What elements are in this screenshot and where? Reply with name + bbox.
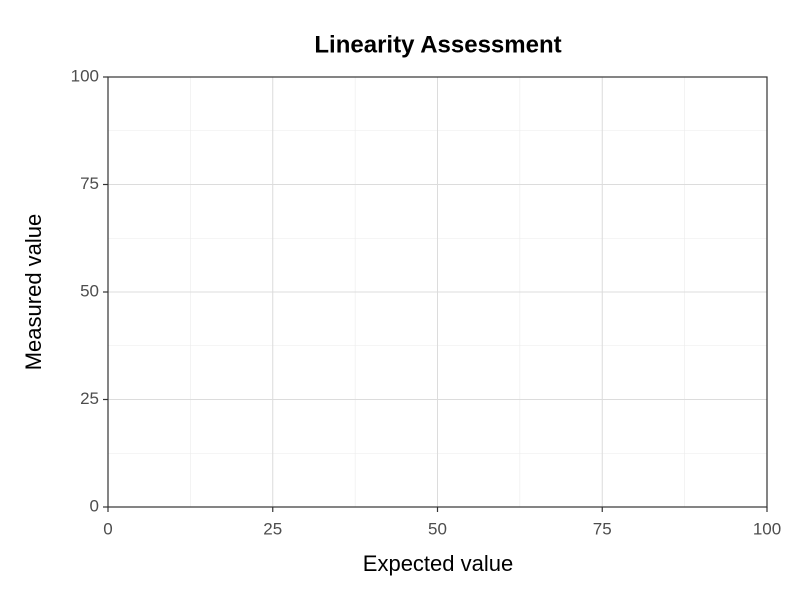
y-tick-label: 100 bbox=[71, 66, 99, 85]
x-tick-label: 0 bbox=[103, 519, 112, 538]
x-tick-label: 25 bbox=[263, 519, 282, 538]
x-tick-label: 75 bbox=[593, 519, 612, 538]
x-axis-title: Expected value bbox=[363, 551, 513, 576]
chart-title: Linearity Assessment bbox=[314, 31, 561, 58]
y-tick-label: 75 bbox=[80, 174, 99, 193]
y-tick-label: 50 bbox=[80, 281, 99, 300]
x-tick-label: 50 bbox=[428, 519, 447, 538]
y-axis-title: Measured value bbox=[21, 214, 46, 371]
y-tick-label: 25 bbox=[80, 389, 99, 408]
x-tick-label: 100 bbox=[753, 519, 781, 538]
y-tick-label: 0 bbox=[90, 496, 99, 515]
